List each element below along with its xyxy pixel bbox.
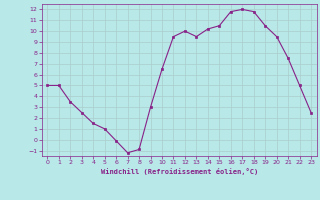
X-axis label: Windchill (Refroidissement éolien,°C): Windchill (Refroidissement éolien,°C) xyxy=(100,168,258,175)
